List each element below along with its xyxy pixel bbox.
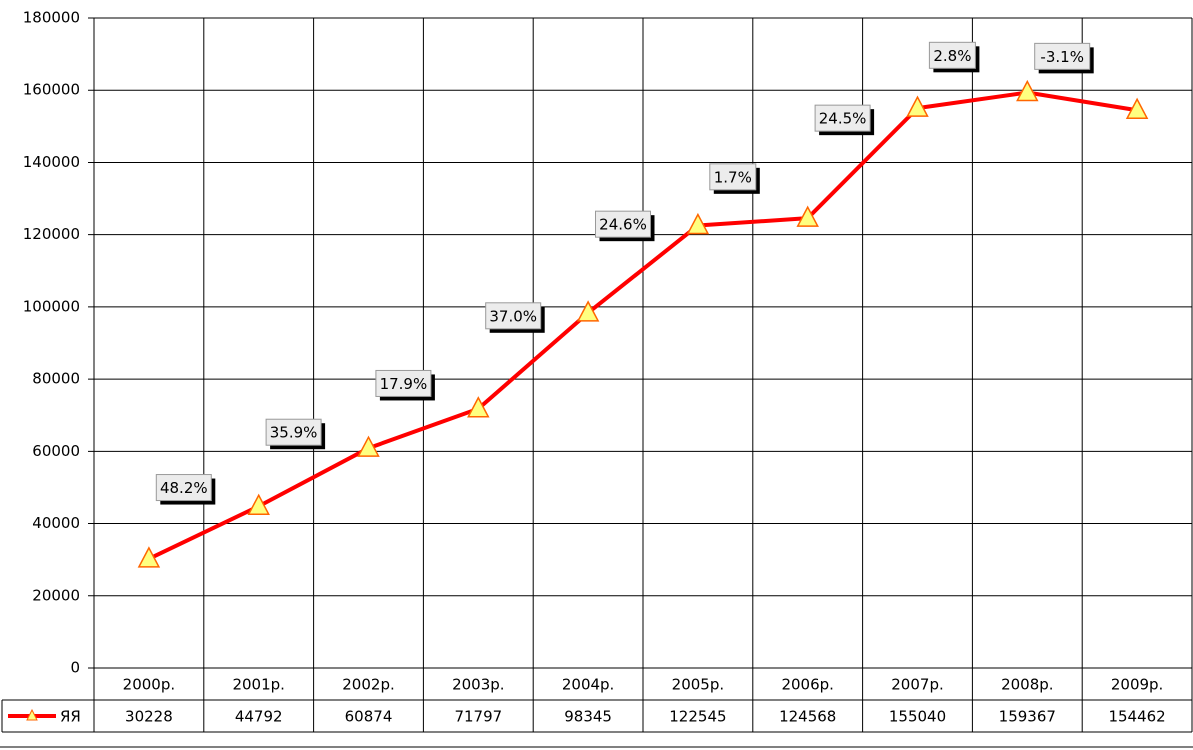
x-tick-label: 2000р. [123, 676, 175, 694]
legend-label: ЯЯ [60, 708, 81, 726]
y-tick-label: 80000 [32, 370, 80, 388]
annotation: 37.0% [489, 307, 537, 325]
x-tick-label: 2008р. [1001, 676, 1053, 694]
annotation: 1.7% [714, 168, 752, 186]
legend-marker [26, 708, 38, 721]
annotation-box [375, 369, 432, 397]
table-value: 124568 [779, 708, 836, 726]
table-value: 155040 [889, 708, 946, 726]
marker [576, 300, 600, 322]
table-value: 30228 [125, 708, 173, 726]
annotation: 35.9% [270, 424, 318, 442]
x-tick-label: 2004р. [562, 676, 614, 694]
y-tick-label: 20000 [32, 586, 80, 604]
table-value: 154462 [1108, 708, 1165, 726]
y-tick-label: 120000 [23, 225, 80, 243]
marker [686, 212, 710, 235]
annotation-box [1034, 42, 1091, 70]
marker [1125, 97, 1149, 119]
table-value: 71797 [454, 708, 502, 726]
y-tick-label: 140000 [23, 153, 80, 171]
x-tick-label: 2003р. [452, 676, 504, 694]
table-value: 122545 [669, 708, 726, 726]
x-tick-label: 2001р. [232, 676, 284, 694]
x-tick-label: 2002р. [342, 676, 394, 694]
annotation-box [928, 41, 976, 69]
y-tick-label: 0 [70, 659, 80, 677]
table-value: 98345 [564, 708, 612, 726]
marker [467, 396, 490, 418]
x-tick-label: 2006р. [781, 676, 833, 694]
x-tick-label: 2009р. [1111, 676, 1163, 694]
annotation-box [265, 418, 322, 446]
y-tick-label: 60000 [32, 442, 80, 460]
y-tick-label: 40000 [32, 514, 80, 532]
annotation: 48.2% [160, 479, 208, 497]
annotation-box [709, 163, 757, 191]
marker [247, 493, 270, 516]
annotation-box [485, 302, 542, 330]
annotation: 24.5% [819, 110, 867, 128]
annotation: 24.6% [599, 216, 647, 234]
marker [796, 205, 819, 227]
table-value: 44792 [235, 708, 283, 726]
annotation: -3.1% [1040, 48, 1084, 66]
annotation: 17.9% [380, 375, 428, 393]
x-tick-label: 2007р. [891, 676, 943, 694]
x-tick-label: 2005р. [672, 676, 724, 694]
annotation-box [155, 474, 212, 502]
marker [1016, 79, 1039, 102]
series-line [148, 90, 1138, 561]
y-tick-label: 180000 [23, 9, 80, 27]
y-tick-label: 160000 [23, 81, 80, 99]
marker [137, 546, 161, 568]
marker [357, 435, 380, 457]
annotation: 2.8% [933, 47, 971, 65]
annotation-box [595, 210, 651, 238]
table-value: 159367 [999, 708, 1056, 726]
annotation-box [814, 104, 871, 132]
marker [906, 95, 929, 117]
y-tick-label: 100000 [23, 297, 80, 315]
table-value: 60874 [345, 708, 393, 726]
